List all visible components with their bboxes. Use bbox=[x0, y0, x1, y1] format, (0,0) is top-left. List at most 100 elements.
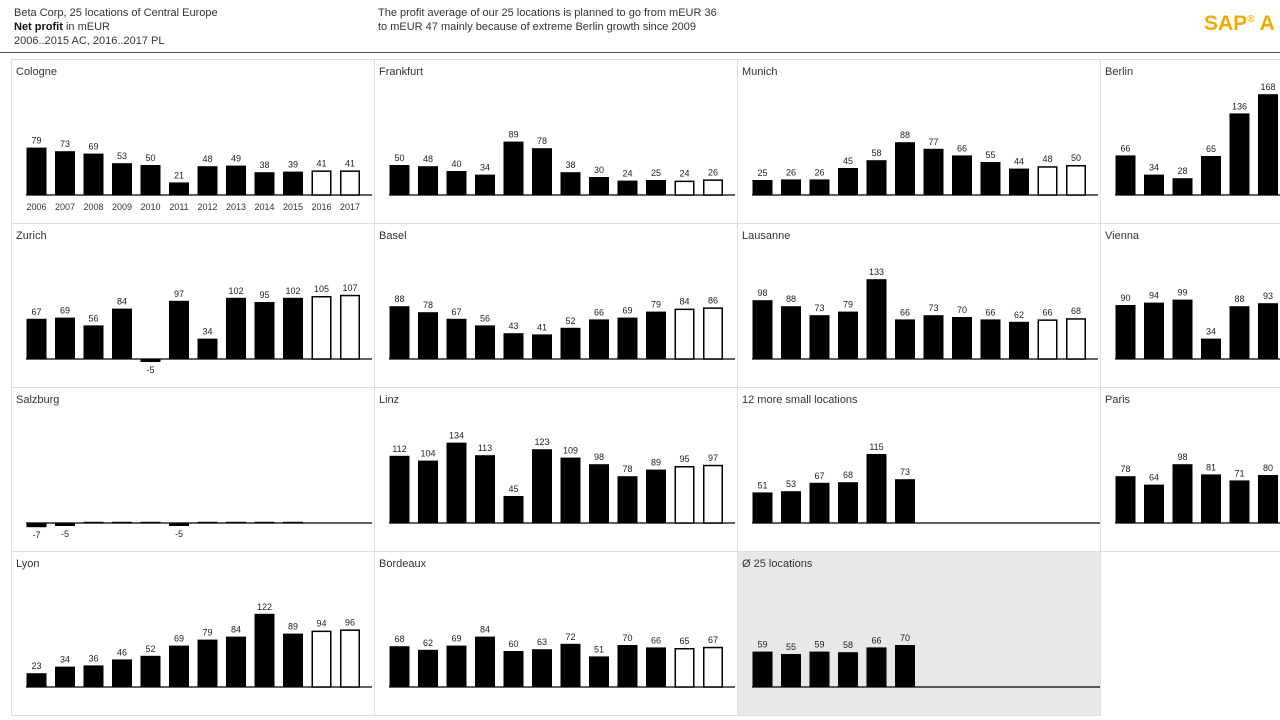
data-label: 52 bbox=[565, 316, 575, 326]
bar bbox=[83, 153, 104, 195]
bar bbox=[55, 317, 75, 359]
data-label: 78 bbox=[537, 136, 547, 146]
bar bbox=[475, 325, 495, 359]
data-label: 38 bbox=[565, 160, 575, 170]
bar bbox=[589, 464, 609, 523]
bar bbox=[446, 318, 467, 359]
data-label: 55 bbox=[786, 642, 796, 652]
data-label: 67 bbox=[814, 471, 824, 481]
bar bbox=[1201, 156, 1221, 195]
bar bbox=[83, 665, 104, 687]
logo-suffix: A bbox=[1259, 12, 1275, 35]
bar bbox=[254, 613, 275, 687]
bar bbox=[560, 643, 581, 687]
data-label: 64 bbox=[1149, 473, 1159, 483]
bar bbox=[26, 673, 47, 687]
logo-mark: ® bbox=[1247, 14, 1255, 25]
data-label: 73 bbox=[60, 139, 70, 149]
bar bbox=[283, 171, 303, 195]
panel-title: Linz bbox=[379, 394, 400, 406]
data-label: 78 bbox=[1120, 464, 1130, 474]
bar bbox=[532, 334, 552, 359]
panel-title: 12 more small locations bbox=[742, 394, 858, 406]
panel-title: Berlin bbox=[1105, 66, 1134, 78]
bar bbox=[197, 639, 218, 687]
bar bbox=[646, 311, 666, 359]
data-label: 78 bbox=[622, 464, 632, 474]
bar bbox=[674, 308, 695, 360]
bar bbox=[140, 165, 161, 195]
data-label: 48 bbox=[423, 154, 433, 164]
bar bbox=[589, 177, 609, 195]
bar bbox=[1172, 178, 1193, 195]
data-label: 34 bbox=[60, 655, 70, 665]
data-label: 63 bbox=[537, 637, 547, 647]
bar bbox=[703, 464, 723, 524]
chart-paris: 786498817180597869818688 bbox=[1115, 452, 1280, 524]
data-label: 70 bbox=[622, 633, 632, 643]
bar bbox=[475, 455, 495, 523]
bar bbox=[809, 179, 830, 195]
bar bbox=[560, 172, 581, 195]
data-label: 21 bbox=[174, 170, 184, 180]
bar bbox=[55, 666, 75, 687]
panel-paris: Paris786498817180597869818688 bbox=[1100, 387, 1280, 552]
bar bbox=[1144, 484, 1164, 523]
data-label: 68 bbox=[843, 470, 853, 480]
data-label: 69 bbox=[174, 634, 184, 644]
bar bbox=[140, 359, 161, 362]
data-label: 58 bbox=[871, 148, 881, 158]
bar bbox=[752, 300, 773, 359]
data-label: 102 bbox=[228, 286, 243, 296]
panel-title: Lausanne bbox=[742, 230, 791, 242]
panel-bordeaux: Bordeaux 68 62 69 84 60 63 72 51 70 66 65 67 bbox=[374, 551, 738, 716]
bar bbox=[980, 319, 1001, 359]
bar bbox=[1115, 476, 1136, 523]
bar bbox=[254, 521, 275, 523]
bar bbox=[311, 630, 332, 688]
data-label: 65 bbox=[679, 636, 689, 646]
bar bbox=[418, 312, 438, 359]
bar bbox=[617, 180, 638, 195]
data-label: 40 bbox=[451, 159, 461, 169]
bar bbox=[169, 182, 189, 195]
data-label: 73 bbox=[900, 467, 910, 477]
bar bbox=[112, 163, 132, 195]
data-label: 98 bbox=[1177, 452, 1187, 462]
bar bbox=[226, 297, 246, 359]
bar bbox=[866, 279, 887, 359]
data-label: 122 bbox=[257, 602, 272, 612]
data-label: 26 bbox=[708, 167, 718, 177]
data-label: 38 bbox=[259, 160, 269, 170]
data-label: 34 bbox=[1206, 327, 1216, 337]
bar bbox=[418, 649, 438, 687]
category-label: 2009 bbox=[112, 202, 132, 212]
data-label: -7 bbox=[32, 530, 40, 540]
data-label: 41 bbox=[537, 322, 547, 332]
data-label: 113 bbox=[478, 443, 492, 453]
bar bbox=[617, 645, 638, 687]
data-label: 67 bbox=[708, 635, 718, 645]
bar bbox=[55, 523, 75, 526]
header-rule bbox=[0, 52, 1280, 53]
bar bbox=[26, 523, 47, 528]
bar bbox=[923, 148, 944, 195]
data-label: 84 bbox=[231, 625, 241, 635]
chart-berlin: 66 34 28 65 136 168 bbox=[1115, 82, 1280, 196]
data-label: 52 bbox=[145, 644, 155, 654]
data-label: 98 bbox=[757, 288, 767, 298]
data-label: 45 bbox=[508, 484, 518, 494]
panel-25-locations: Ø 25 locations 59 55 59 58 66 70 bbox=[737, 551, 1101, 716]
data-label: 59 bbox=[814, 640, 824, 650]
bar bbox=[923, 315, 944, 359]
data-label: 136 bbox=[1232, 101, 1247, 111]
bar bbox=[752, 651, 773, 687]
bar bbox=[703, 307, 723, 360]
bar bbox=[389, 455, 410, 523]
data-label: 97 bbox=[174, 289, 184, 299]
bar bbox=[703, 179, 723, 196]
bar bbox=[1009, 168, 1029, 195]
category-label: 2013 bbox=[226, 202, 246, 212]
period-line: 2006..2015 AC, 2016..2017 PL bbox=[14, 35, 165, 47]
data-label: 26 bbox=[814, 167, 824, 177]
